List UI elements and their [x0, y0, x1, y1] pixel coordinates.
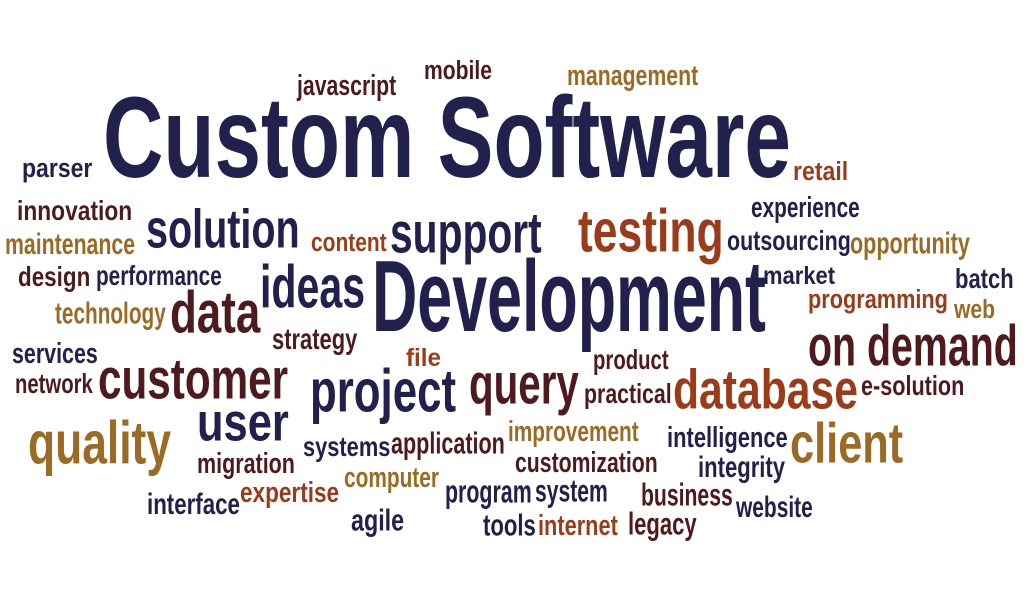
word-migration: migration: [197, 450, 295, 478]
word-experience: experience: [751, 194, 860, 222]
word-data: data: [170, 284, 260, 343]
word-website: website: [736, 493, 813, 522]
word-project: project: [310, 362, 456, 422]
word-improvement: improvement: [508, 418, 639, 446]
word-innovation: innovation: [17, 198, 132, 225]
word-systems: systems: [303, 434, 390, 461]
word-technology: technology: [55, 298, 166, 329]
word-expertise: expertise: [240, 479, 339, 507]
word-network: network: [15, 371, 93, 398]
word-user: user: [197, 397, 289, 451]
word-retail: retail: [793, 158, 848, 184]
word-maintenance: maintenance: [5, 230, 135, 259]
word-programming: programming: [808, 286, 948, 312]
word-ideas: ideas: [260, 258, 365, 318]
word-interface: interface: [147, 490, 240, 519]
word-internet: internet: [538, 512, 618, 540]
word-opportunity: opportunity: [850, 228, 970, 259]
word-development: Development: [372, 246, 766, 347]
word-design: design: [18, 264, 90, 291]
word-agile: agile: [351, 505, 404, 536]
word-services: services: [12, 340, 98, 368]
word-tools: tools: [483, 510, 536, 541]
word-computer: computer: [344, 464, 439, 492]
word-system: system: [535, 476, 608, 508]
word-practical: practical: [584, 381, 672, 408]
word-custom-software: Custom Software: [103, 81, 791, 196]
word-intelligence: intelligence: [667, 424, 788, 452]
word-program: program: [445, 476, 532, 509]
word-query: query: [469, 355, 579, 413]
word-client: client: [790, 415, 903, 472]
word-legacy: legacy: [628, 509, 697, 541]
word-quality: quality: [28, 414, 171, 474]
word-solution: solution: [146, 203, 300, 258]
word-application: application: [391, 428, 505, 459]
word-parser: parser: [22, 155, 92, 181]
word-product: product: [593, 347, 669, 374]
word-batch: batch: [955, 266, 1014, 293]
word-e-solution: e-solution: [861, 373, 964, 400]
